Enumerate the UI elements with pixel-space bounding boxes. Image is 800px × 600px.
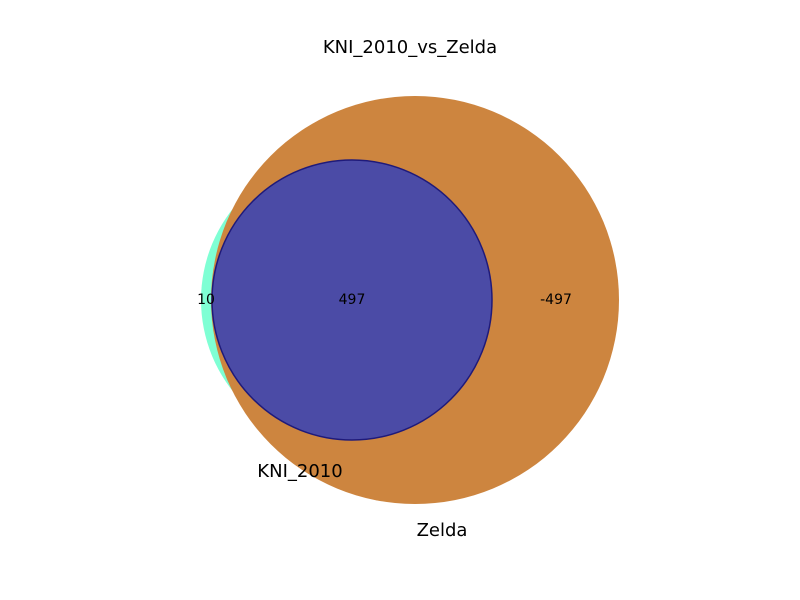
region-count-only-a: 10 <box>197 292 215 308</box>
set-b-label: Zelda <box>417 520 468 541</box>
region-count-only-b: -497 <box>540 292 572 308</box>
region-count-intersection: 497 <box>339 292 366 308</box>
chart-title: KNI_2010_vs_Zelda <box>323 37 497 58</box>
intersection-region <box>211 159 493 441</box>
set-a-label: KNI_2010 <box>257 461 342 482</box>
